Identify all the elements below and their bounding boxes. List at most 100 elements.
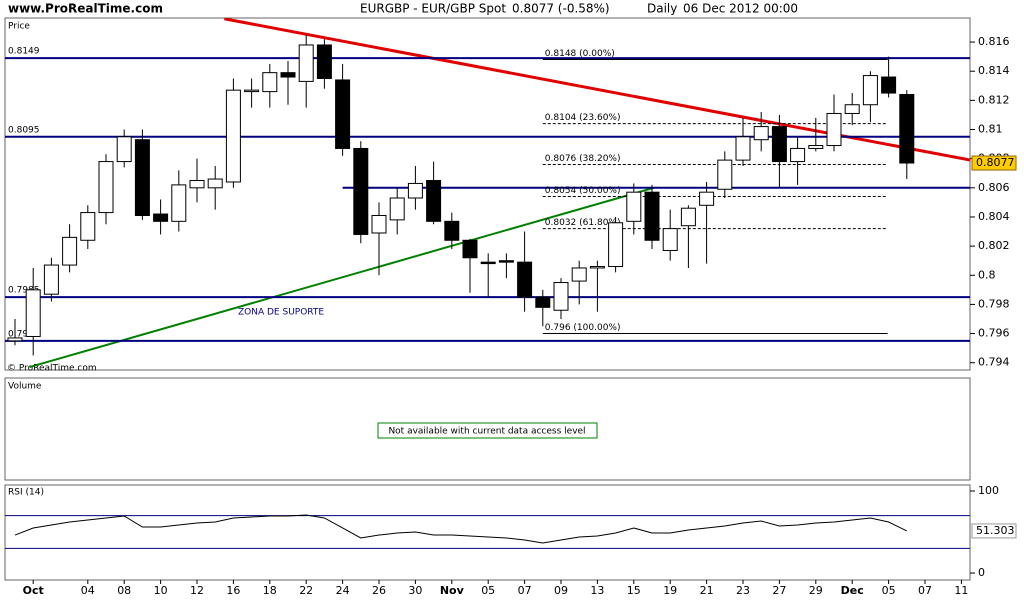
message-box [377, 422, 598, 439]
candle-body [62, 236, 78, 266]
y-tick-label: 0 [978, 566, 985, 579]
x-tick-label: 22 [299, 584, 313, 597]
fib-label: 0.8076 (38.20%) [545, 154, 621, 164]
candle-body [517, 261, 533, 298]
date: 06 Dec 2012 00:00 [683, 2, 798, 16]
candle-body [153, 213, 169, 222]
candle-body [844, 104, 860, 114]
x-tick-label: 23 [736, 584, 750, 597]
site: www.ProRealTime.com [8, 2, 163, 16]
panel-title: RSI (14) [8, 488, 44, 498]
candle-body [753, 126, 769, 141]
candle-body [7, 337, 23, 342]
x-tick-label: 04 [81, 584, 95, 597]
candle-body [626, 191, 642, 222]
watermark: © ProRealTime.com [7, 364, 97, 374]
candle-body [80, 212, 96, 241]
x-tick-label: 10 [154, 584, 168, 597]
candle-body [717, 159, 733, 190]
candle-body [862, 75, 878, 106]
x-tick-label: 05 [882, 584, 896, 597]
period: Daily [647, 2, 677, 16]
candle-body [771, 126, 787, 163]
fib-label: 0.8104 (23.60%) [545, 113, 621, 123]
instrument: EURGBP - EUR/GBP Spot [360, 2, 506, 16]
candle-body [444, 220, 460, 241]
quote: 0.8077 (-0.58%) [512, 2, 610, 16]
volume-panel [4, 377, 971, 481]
candle-body [571, 267, 587, 282]
panel-title: Price [8, 22, 30, 32]
x-tick-label: 11 [954, 584, 968, 597]
candle-body [826, 112, 842, 147]
candle-body [298, 44, 314, 82]
candle-body [389, 197, 405, 221]
rsi-panel [4, 484, 971, 581]
candle-body [589, 266, 605, 269]
y-tick-label: 0.804 [978, 210, 1010, 223]
candle-body [207, 178, 223, 189]
candle-body [735, 136, 751, 161]
candle-body [790, 147, 806, 163]
y-tick-label: 0.814 [978, 64, 1010, 77]
candle-body [462, 239, 478, 259]
candle-body [553, 282, 569, 311]
last-price: 0.8077 [976, 156, 1015, 169]
last-rsi: 51.303 [976, 524, 1015, 537]
last-rsi-box [971, 523, 1017, 539]
candle-body [98, 161, 114, 214]
y-tick-label: 0.81 [978, 123, 1003, 136]
x-tick-label: 16 [226, 584, 240, 597]
candle-body [426, 180, 442, 222]
candle-body [316, 44, 332, 79]
plot-area [29, 18, 970, 369]
y-tick-label: 0.796 [978, 327, 1010, 340]
y-tick-label: 0.794 [978, 356, 1010, 369]
price-panel [4, 17, 971, 371]
candle-body [371, 214, 387, 234]
x-tick-label: 30 [408, 584, 422, 597]
candle-body [644, 191, 660, 241]
x-tick-label: 27 [772, 584, 786, 597]
x-tick-label: 18 [263, 584, 277, 597]
candle-body [480, 261, 496, 265]
candle-body [899, 94, 915, 164]
candle-body [171, 184, 187, 222]
candle-body [353, 147, 369, 235]
level-label: 0.7955 [8, 329, 40, 339]
candle-body [116, 136, 132, 163]
y-tick-label: 0.806 [978, 181, 1010, 194]
candle-body [662, 228, 678, 251]
candle-body [498, 260, 514, 263]
candle-body [608, 222, 624, 268]
rsi-line [14, 514, 908, 544]
fib-label: 0.8032 (61.80%) [545, 218, 621, 228]
candle-body [881, 76, 897, 94]
y-tick-label: 0.816 [978, 35, 1010, 48]
candle-body [189, 180, 205, 189]
level-label: 0.8149 [8, 47, 40, 57]
message: Not available with current data access l… [388, 427, 585, 437]
candle-body [43, 264, 59, 295]
x-tick-label: 24 [336, 584, 350, 597]
panel-title: Volume [8, 382, 42, 392]
candle-body [335, 79, 351, 149]
candle-body [407, 182, 423, 199]
trendline [29, 186, 655, 369]
x-tick-label: 13 [590, 584, 604, 597]
x-tick-label: 26 [372, 584, 386, 597]
candle-body [262, 72, 278, 93]
fib-label: 0.796 (100.00%) [545, 323, 621, 333]
candle-body [225, 89, 241, 183]
fib-label: 0.8054 (50.00%) [545, 186, 621, 196]
last-price-box [971, 155, 1017, 171]
x-tick-label: 08 [117, 584, 131, 597]
x-tick-label: 15 [627, 584, 641, 597]
candle-body [535, 296, 551, 308]
x-tick-label: Nov [440, 584, 465, 597]
x-tick-label: 09 [554, 584, 568, 597]
candle-body [699, 191, 715, 206]
x-tick-label: 12 [190, 584, 204, 597]
candle-body [280, 72, 296, 78]
